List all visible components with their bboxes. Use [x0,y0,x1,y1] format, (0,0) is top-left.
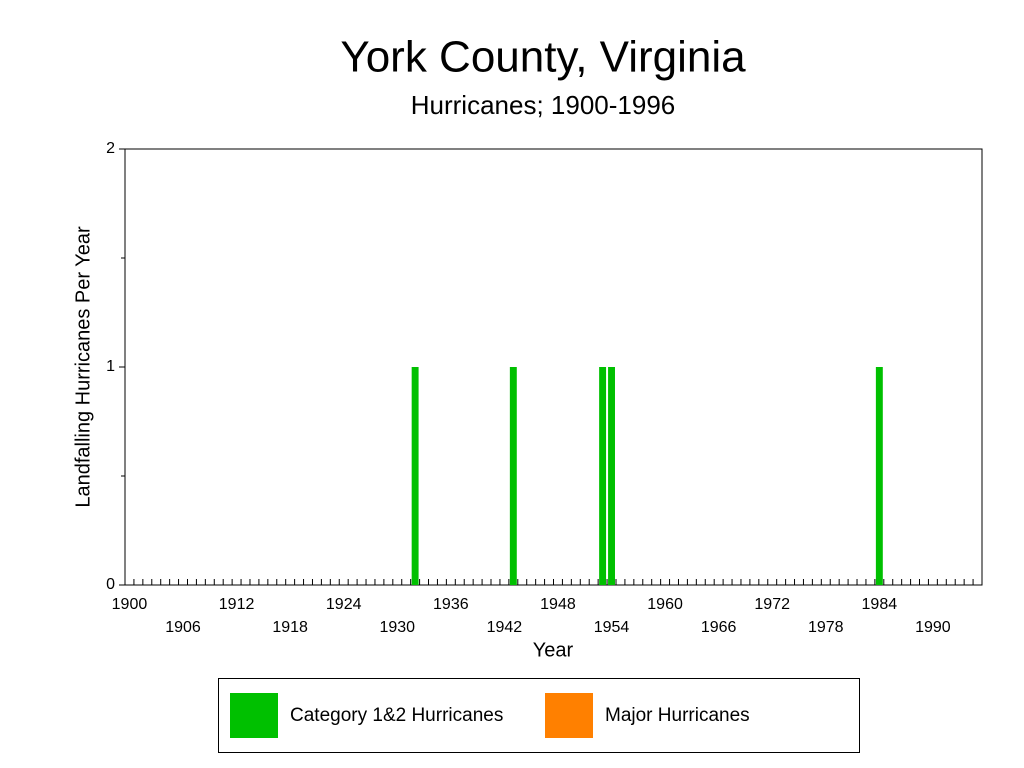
chart-title: York County, Virginia [340,33,746,82]
y-tick-label: 0 [106,576,115,593]
x-tick-label: 1900 [112,596,148,613]
bar [608,367,615,585]
x-tick-label: 1918 [272,619,308,636]
x-tick-label: 1984 [862,596,898,613]
bar [509,367,517,585]
legend-label: Major Hurricanes [605,705,750,726]
plot-frame [124,148,983,586]
x-tick-label: 1960 [647,596,683,613]
y-tick-label: 2 [106,140,115,157]
x-tick-label: 1972 [754,596,790,613]
x-tick-label: 1990 [915,619,951,636]
legend-swatch [230,693,278,738]
x-tick-label: 1924 [326,596,362,613]
legend-label: Category 1&2 Hurricanes [290,705,503,726]
chart-subtitle: Hurricanes; 1900-1996 [411,90,676,120]
bar [599,367,607,585]
x-tick-label: 1966 [701,619,737,636]
y-axis-label: Landfalling Hurricanes Per Year [72,226,94,508]
legend [218,678,860,753]
y-tick-label: 1 [106,358,115,375]
x-tick-label: 1954 [594,619,630,636]
x-tick-label: 1912 [219,596,255,613]
legend-swatch [545,693,593,738]
x-tick-label: 1942 [487,619,523,636]
x-tick-label: 1930 [379,619,415,636]
x-axis-label: Year [533,639,574,661]
bar [411,367,419,585]
x-tick-label: 1978 [808,619,844,636]
x-tick-label: 1906 [165,619,201,636]
bar [875,367,883,585]
x-tick-label: 1948 [540,596,576,613]
x-tick-label: 1936 [433,596,469,613]
